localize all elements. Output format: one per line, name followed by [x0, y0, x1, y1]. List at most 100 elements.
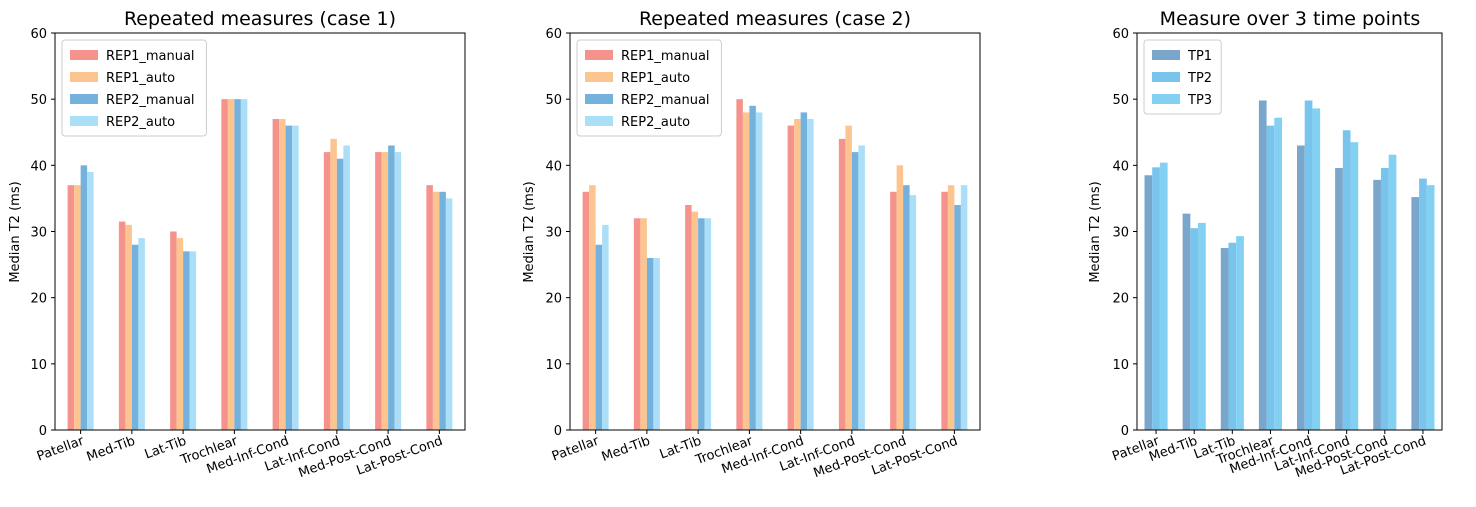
bar-rep2-auto-med-post-cond: [394, 152, 402, 430]
bar-rep2-manual-lat-post-cond: [439, 191, 446, 430]
y-tick-label-30: 30: [30, 226, 47, 241]
bar-rep1-manual-lat-post-cond: [426, 185, 433, 430]
bar-tp1-trochlear: [1258, 100, 1267, 431]
bar-rep2-auto-lat-tib: [704, 218, 712, 430]
bar-rep1-auto-lat-inf-cond: [330, 138, 337, 430]
bar-rep1-auto-med-tib: [640, 218, 647, 430]
legend-label-rep1-manual: REP1_manual: [106, 49, 195, 64]
chart-repeated-measures-case-2: Repeated measures (case 2) Median T2 (ms…: [522, 8, 981, 481]
y-tick-label-50: 50: [545, 93, 562, 108]
legend-label-rep1-auto: REP1_auto: [621, 71, 690, 86]
legend-swatch-rep1-manual: [70, 50, 98, 60]
bar-rep1-manual-med-inf-cond: [272, 119, 280, 431]
bar-tp3-med-post-cond: [1388, 154, 1397, 430]
legend-box: [576, 39, 722, 137]
bar-rep1-auto-trochlear: [227, 99, 235, 431]
bar-rep2-manual-trochlear: [234, 99, 241, 431]
legend: REP1_manual REP1_auto REP2_manual REP2_auto: [61, 39, 207, 137]
bar-rep2-auto-trochlear: [240, 99, 248, 431]
bar-tp2-med-post-cond: [1380, 167, 1389, 431]
bar-rep2-auto-med-post-cond: [909, 195, 917, 430]
bar-rep2-auto-lat-post-cond: [445, 198, 453, 430]
y-axis-label: Median T2 (ms): [1088, 181, 1103, 282]
bar-rep1-manual-lat-inf-cond: [323, 152, 331, 430]
legend-swatch-rep2-auto: [585, 116, 613, 126]
y-tick-label-0: 0: [1121, 424, 1129, 439]
bar-rep1-manual-med-post-cond: [375, 152, 382, 430]
bar-tp3-patellar: [1159, 162, 1168, 431]
legend-swatch-tp2: [1152, 72, 1180, 82]
y-tick-label-60: 60: [1112, 27, 1129, 42]
legend-swatch-tp1: [1152, 50, 1180, 60]
y-tick-label-10: 10: [545, 358, 562, 373]
bar-rep2-manual-med-inf-cond: [285, 125, 293, 430]
legend-swatch-rep2-manual: [585, 94, 613, 104]
bar-tp2-lat-post-cond: [1419, 178, 1427, 430]
bar-tp3-lat-post-cond: [1426, 185, 1435, 430]
bar-rep2-auto-lat-post-cond: [960, 185, 968, 430]
bar-tp3-trochlear: [1274, 117, 1282, 431]
bar-rep1-manual-patellar: [67, 185, 75, 430]
bar-tp1-lat-inf-cond: [1335, 167, 1343, 431]
chart-title: Measure over 3 time points: [1160, 8, 1421, 30]
y-tick-label-30: 30: [545, 226, 562, 241]
bar-rep1-manual-lat-tib: [685, 205, 692, 430]
bar-rep2-auto-med-tib: [653, 257, 660, 430]
legend: REP1_manual REP1_auto REP2_manual REP2_auto: [576, 39, 722, 137]
y-axis-label: Median T2 (ms): [8, 181, 23, 282]
legend-swatch-rep2-auto: [70, 116, 98, 126]
y-tick-label-0: 0: [39, 424, 47, 439]
bar-tp2-trochlear: [1266, 125, 1275, 430]
bar-tp3-med-tib: [1198, 222, 1206, 430]
bar-rep2-auto-med-inf-cond: [807, 119, 814, 431]
bar-rep1-auto-lat-tib: [176, 238, 184, 430]
bar-rep2-manual-med-tib: [131, 244, 139, 430]
y-tick-label-40: 40: [30, 159, 47, 174]
bar-rep1-manual-med-post-cond: [890, 191, 897, 430]
bar-rep2-manual-trochlear: [749, 105, 756, 431]
legend-label-tp2: TP2: [1187, 71, 1212, 86]
bar-tp1-patellar: [1144, 175, 1153, 430]
x-tick-label-med-tib: Med-Tib: [600, 434, 652, 465]
bar-rep2-manual-patellar: [595, 244, 603, 430]
legend-swatch-rep1-auto: [70, 72, 98, 82]
legend-label-tp1: TP1: [1187, 49, 1212, 64]
bar-rep2-auto-lat-tib: [189, 251, 197, 430]
plot-frame: [569, 32, 981, 431]
bar-tp1-med-inf-cond: [1297, 145, 1305, 430]
legend-swatch-rep2-manual: [70, 94, 98, 104]
bar-rep1-manual-trochlear: [736, 99, 743, 431]
bar-rep2-manual-patellar: [80, 165, 88, 431]
legend-label-rep2-auto: REP2_auto: [106, 115, 175, 130]
bar-tp3-lat-inf-cond: [1350, 142, 1359, 431]
bar-rep1-manual-med-inf-cond: [787, 125, 795, 430]
bar-rep2-auto-lat-inf-cond: [343, 145, 350, 430]
bar-rep1-auto-med-post-cond: [381, 152, 389, 430]
bar-rep1-auto-patellar: [589, 185, 596, 430]
bar-rep1-manual-patellar: [582, 191, 590, 430]
bar-rep1-manual-trochlear: [221, 99, 228, 431]
y-tick-label-10: 10: [30, 358, 47, 373]
bar-rep2-manual-lat-tib: [183, 251, 190, 430]
legend-swatch-rep1-manual: [585, 50, 613, 60]
bar-tp1-lat-tib: [1220, 248, 1229, 430]
x-tick-label-med-tib: Med-Tib: [85, 434, 137, 465]
legend-swatch-rep1-auto: [585, 72, 613, 82]
legend-label-rep2-manual: REP2_manual: [621, 93, 710, 108]
bar-rep2-manual-lat-post-cond: [954, 205, 961, 430]
bar-rep1-manual-lat-inf-cond: [838, 138, 846, 430]
bar-tp1-med-post-cond: [1373, 179, 1381, 430]
bar-tp2-patellar: [1152, 167, 1160, 430]
bar-rep2-auto-trochlear: [755, 112, 763, 431]
bar-rep1-manual-lat-post-cond: [941, 191, 948, 430]
chart-title: Repeated measures (case 1): [124, 8, 396, 30]
legend-label-rep1-auto: REP1_auto: [106, 71, 175, 86]
bar-tp3-med-inf-cond: [1312, 108, 1321, 431]
bar-rep1-auto-med-tib: [125, 224, 132, 430]
bar-rep2-auto-lat-inf-cond: [858, 145, 865, 430]
bar-rep1-auto-med-post-cond: [896, 165, 904, 431]
bar-tp2-med-inf-cond: [1304, 100, 1313, 431]
y-tick-label-20: 20: [30, 292, 47, 307]
bar-rep2-auto-med-tib: [138, 238, 145, 430]
